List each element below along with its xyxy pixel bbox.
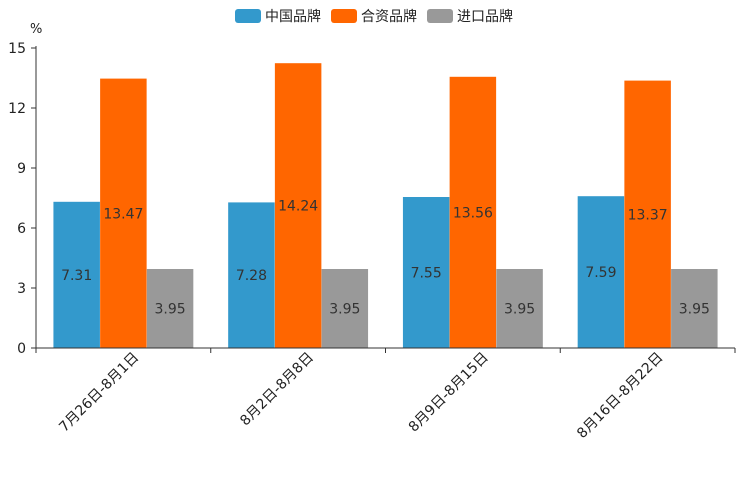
x-category-label: 8月2日-8月8日 <box>237 350 317 430</box>
bars: 7.31 13.47 3.95 7.28 14.24 3.95 7.55 13.56 3.95 7… <box>53 63 718 349</box>
legend-swatch[interactable] <box>235 9 261 23</box>
bar-value-label: 7.59 <box>585 265 616 281</box>
y-tick-label: 6 <box>17 221 26 237</box>
bar-value-label: 7.28 <box>236 268 267 284</box>
legend: 中国品牌 合资品牌 进口品牌 <box>235 8 513 25</box>
bar-value-label: 3.95 <box>329 302 360 318</box>
bar-value-label: 7.55 <box>411 266 442 282</box>
bar-value-label: 3.95 <box>679 302 710 318</box>
y-tick-label: 9 <box>17 161 26 177</box>
y-tick-label: 15 <box>8 41 26 57</box>
bar <box>449 76 497 349</box>
bar-value-label: 3.95 <box>154 302 185 318</box>
x-axis: 7月26日-8月1日 8月2日-8月8日 8月9日-8月15日 8月16日-8月22日 <box>35 347 736 442</box>
bar-value-label: 13.47 <box>103 206 143 222</box>
bar-value-label: 13.37 <box>628 207 668 223</box>
bar-value-label: 13.56 <box>453 205 493 221</box>
bar-value-label: 7.31 <box>61 268 92 284</box>
legend-label[interactable]: 进口品牌 <box>457 8 513 25</box>
bar <box>146 269 194 348</box>
x-category-label: 8月16日-8月22日 <box>574 350 666 442</box>
bar <box>321 269 369 348</box>
y-tick-label: 0 <box>17 341 26 357</box>
x-category-label: 8月9日-8月15日 <box>406 350 492 436</box>
x-category-label: 7月26日-8月1日 <box>56 350 142 436</box>
bar <box>577 196 625 348</box>
legend-swatch[interactable] <box>331 9 357 23</box>
bar <box>496 269 543 348</box>
legend-swatch[interactable] <box>427 9 453 23</box>
y-axis: 0 3 6 9 12 15 <box>8 41 37 357</box>
bar <box>274 63 322 348</box>
y-axis-unit: % <box>30 22 42 37</box>
y-tick-label: 12 <box>8 101 26 117</box>
legend-label[interactable]: 合资品牌 <box>361 8 417 25</box>
bar-value-label: 14.24 <box>278 199 318 215</box>
legend-label[interactable]: 中国品牌 <box>265 8 321 25</box>
bar <box>671 269 718 348</box>
y-tick-label: 3 <box>17 281 26 297</box>
bar <box>100 78 147 348</box>
bar <box>624 80 671 348</box>
bar <box>228 202 275 348</box>
bar-value-label: 3.95 <box>504 302 535 318</box>
bar <box>402 197 450 348</box>
bar <box>53 201 100 348</box>
